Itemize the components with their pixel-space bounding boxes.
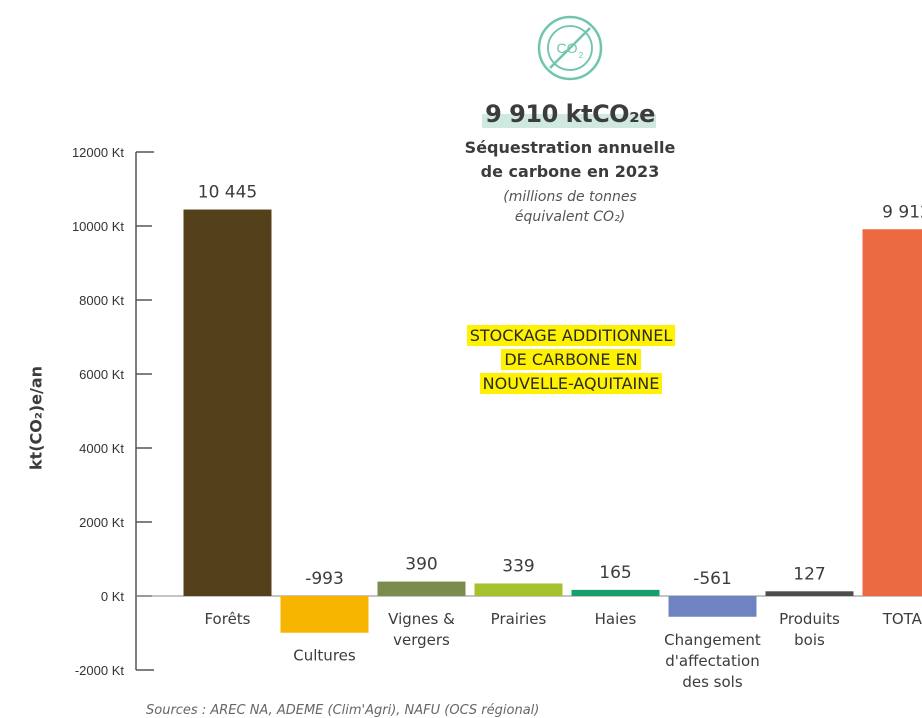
category-label: Changement — [664, 631, 761, 649]
category-label: des sols — [682, 673, 742, 691]
bar-value-label: 390 — [405, 555, 437, 575]
bar — [668, 596, 757, 617]
bar — [183, 209, 272, 596]
category-label: bois — [794, 631, 825, 649]
y-tick-label: 2000 Kt — [79, 515, 124, 530]
y-tick-label: 12000 Kt — [72, 145, 124, 160]
category-label: vergers — [393, 631, 450, 649]
svg-text:2: 2 — [579, 51, 584, 60]
category-label: Prairies — [491, 610, 547, 628]
category-label: Haies — [595, 610, 637, 628]
bar — [571, 589, 660, 596]
bar-value-label: 10 445 — [198, 183, 257, 203]
source-note: Sources : AREC NA, ADEME (Clim'Agri), NA… — [146, 703, 540, 718]
headline-unit: (millions de tonnes équivalent CO₂) — [503, 189, 637, 225]
bar — [280, 596, 369, 633]
bar-value-label: 165 — [599, 563, 631, 583]
category-label: Vignes & — [388, 610, 455, 628]
y-tick-label: 0 Kt — [101, 589, 125, 604]
bar — [765, 591, 854, 596]
y-tick-label: 10000 Kt — [72, 219, 124, 234]
bar-value-label: -561 — [693, 569, 732, 589]
callout-label: STOCKAGE ADDITIONNEL DE CARBONE EN NOUVE… — [434, 324, 708, 396]
y-tick-label: 4000 Kt — [79, 441, 124, 456]
y-tick-label: 8000 Kt — [79, 293, 124, 308]
bar-value-label: 339 — [502, 556, 534, 576]
headline-subtitle: Séquestration annuelle de carbone en 202… — [464, 138, 676, 181]
bar — [862, 229, 922, 597]
headline-value: 9 910 ktCO₂e — [485, 100, 655, 128]
bar-value-label: 127 — [793, 564, 825, 584]
y-tick-label: 6000 Kt — [79, 367, 124, 382]
bar — [377, 581, 466, 596]
bar-value-label: -993 — [305, 569, 344, 589]
y-tick-label: -2000 Kt — [75, 663, 125, 678]
category-label: Produits — [779, 610, 840, 628]
bar — [474, 583, 563, 596]
category-label: d'affectation — [665, 652, 759, 670]
co2-crossed-icon: CO 2 — [537, 15, 603, 81]
bar-value-label: 9 912 — [882, 202, 922, 222]
category-label: Forêts — [204, 610, 250, 628]
category-label: TOTAL — [882, 610, 922, 628]
y-axis-label: kt(CO₂)e/an — [26, 365, 46, 471]
headline-highlight — [482, 114, 656, 128]
category-label: Cultures — [293, 647, 356, 665]
